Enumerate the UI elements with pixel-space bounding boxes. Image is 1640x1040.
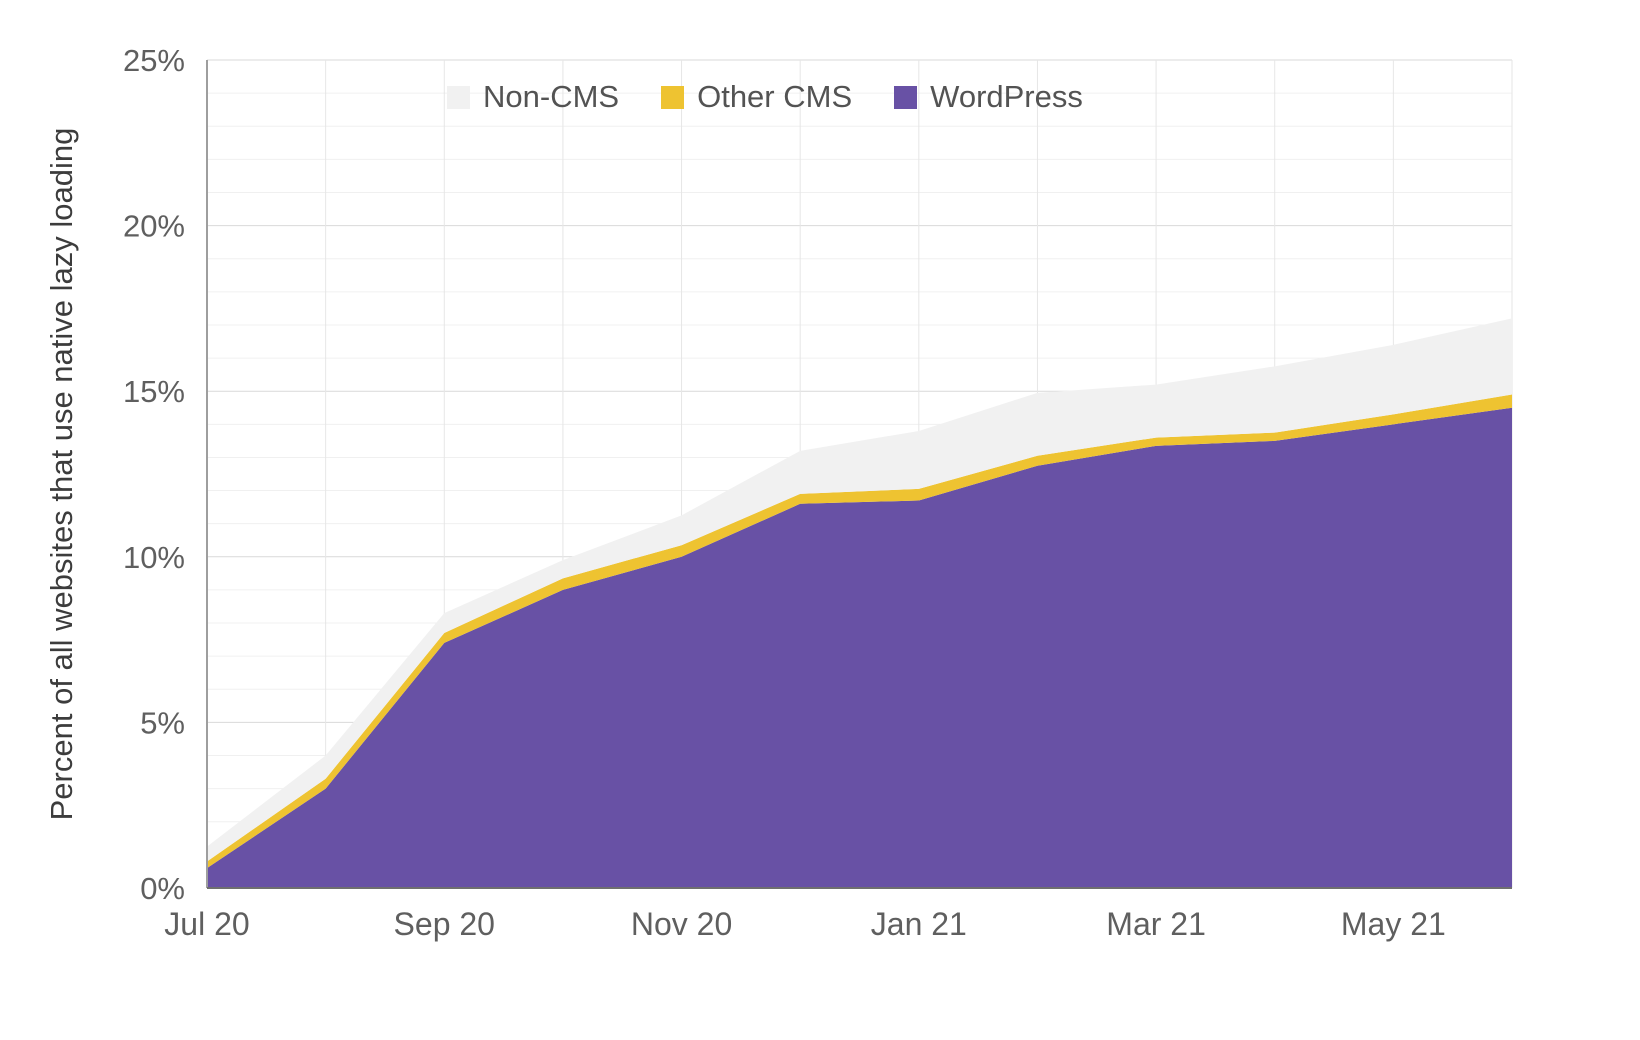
area-non-cms (207, 318, 1512, 862)
y-tick-label: 15% (123, 374, 185, 409)
legend-item-wordpress: WordPress (894, 79, 1083, 115)
y-axis-title: Percent of all websites that use native … (44, 127, 79, 821)
legend-item-non-cms: Non-CMS (447, 79, 619, 115)
area-wordpress (207, 407, 1512, 888)
x-tick-label: May 21 (1341, 906, 1446, 942)
x-tick-label: Sep 20 (394, 906, 495, 942)
x-tick-label: Mar 21 (1106, 906, 1206, 942)
legend-label-wordpress: WordPress (930, 79, 1083, 114)
legend-label-other-cms: Other CMS (697, 79, 853, 114)
y-tick-label: 25% (123, 43, 185, 78)
x-tick-label: Nov 20 (631, 906, 732, 942)
legend-swatch-wordpress (894, 85, 918, 109)
y-tick-label: 20% (123, 209, 185, 244)
x-tick-label: Jul 20 (164, 906, 249, 942)
y-tick-label: 5% (140, 705, 185, 740)
legend-swatch-non-cms (447, 85, 470, 109)
legend-label-non-cms: Non-CMS (483, 79, 620, 114)
y-tick-label: 0% (140, 871, 185, 906)
area-other-cms (207, 394, 1512, 869)
x-tick-label: Jan 21 (871, 906, 967, 942)
legend-swatch-other-cms (661, 85, 685, 109)
y-tick-label: 10% (123, 540, 185, 575)
legend-item-other-cms: Other CMS (661, 79, 852, 115)
legend: Non-CMS Other CMS WordPress (447, 79, 1083, 115)
